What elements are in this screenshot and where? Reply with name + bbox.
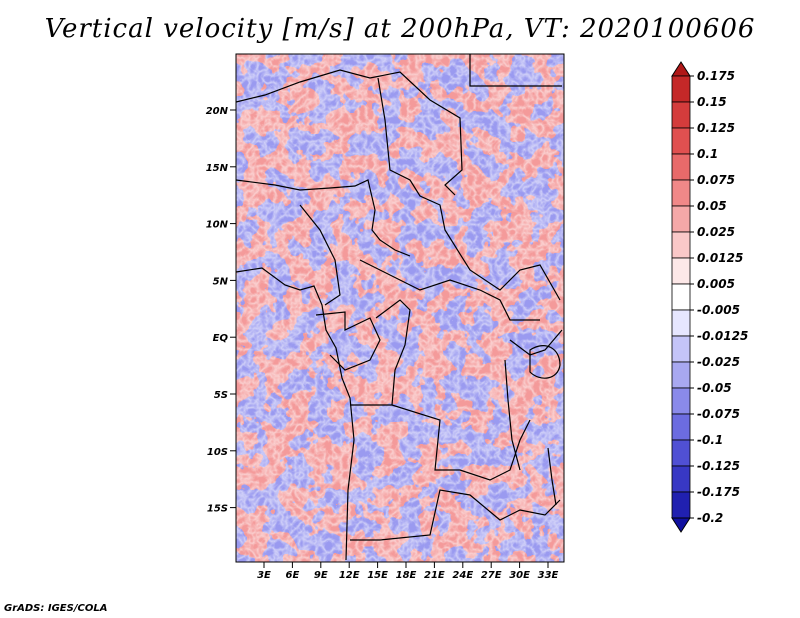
colorbar-label: 0.0125 bbox=[697, 251, 743, 265]
lat-label: 10S bbox=[207, 447, 228, 458]
colorbar-segment bbox=[671, 413, 691, 441]
colorbar-label: 0.005 bbox=[697, 277, 735, 291]
drc-west bbox=[375, 299, 411, 406]
chad-sudan bbox=[377, 77, 561, 301]
colorbar-segment bbox=[671, 387, 691, 415]
coastline-west bbox=[236, 267, 355, 561]
lon-label: 30E bbox=[509, 570, 530, 581]
chart-title: Vertical velocity [m/s] at 200hPa, VT: 2… bbox=[44, 14, 756, 44]
colorbar-label: 0.075 bbox=[697, 173, 735, 187]
lake-victoria bbox=[529, 345, 561, 379]
east-africa bbox=[509, 329, 563, 356]
colorbar-label: 0.125 bbox=[697, 121, 735, 135]
lon-label: 18E bbox=[396, 570, 417, 581]
lat-label: EQ bbox=[213, 333, 229, 344]
gabon-congo bbox=[315, 311, 381, 371]
lon-label: 21E bbox=[424, 570, 445, 581]
libya-border bbox=[469, 54, 562, 87]
colorbar-segment bbox=[671, 153, 691, 181]
colorbar-segment bbox=[671, 257, 691, 285]
lat-label: 20N bbox=[206, 106, 229, 117]
lon-label: 3E bbox=[257, 570, 271, 581]
plot-frame bbox=[235, 53, 565, 563]
latitude-axis: 20N 15N 10N 5N EQ 5S 10S 15S bbox=[206, 106, 236, 515]
colorbar-label: -0.175 bbox=[697, 485, 740, 499]
grads-credit: GrADS: IGES/COLA bbox=[4, 603, 108, 614]
colorbar-label: 0.1 bbox=[697, 147, 718, 161]
colorbar-segment bbox=[671, 335, 691, 363]
colorbar: 0.175 0.15 0.125 0.1 0.075 0.05 0.025 0.0125 0.0… bbox=[671, 61, 748, 533]
colorbar-label: 0.05 bbox=[697, 199, 727, 213]
car-border bbox=[359, 259, 540, 321]
drc-south bbox=[350, 404, 531, 481]
zambia-angola bbox=[350, 489, 561, 541]
colorbar-segment bbox=[671, 491, 691, 519]
velocity-field bbox=[236, 54, 564, 562]
lat-label: 10N bbox=[206, 220, 229, 231]
lake-malawi bbox=[547, 447, 557, 506]
colorbar-label: -0.05 bbox=[697, 381, 732, 395]
colorbar-segment bbox=[671, 309, 691, 337]
colorbar-label: -0.005 bbox=[697, 303, 740, 317]
lon-label: 33E bbox=[538, 570, 559, 581]
colorbar-segment bbox=[671, 439, 691, 467]
colorbar-label: -0.025 bbox=[697, 355, 740, 369]
colorbar-label: -0.075 bbox=[697, 407, 740, 421]
lat-label: 5S bbox=[214, 390, 228, 401]
longitude-axis: 3E 6E 9E 12E 15E 18E 21E 24E 27E 30E 33E bbox=[257, 562, 559, 581]
colorbar-segment bbox=[671, 75, 691, 103]
colorbar-bottom-arrow bbox=[671, 517, 691, 533]
colorbar-segment bbox=[671, 179, 691, 207]
lat-label: 5N bbox=[213, 276, 229, 287]
lon-label: 6E bbox=[286, 570, 300, 581]
colorbar-label: -0.0125 bbox=[697, 329, 748, 343]
boundaries bbox=[236, 54, 563, 561]
lon-label: 27E bbox=[481, 570, 502, 581]
colorbar-segment bbox=[671, 127, 691, 155]
sahara-border bbox=[236, 69, 463, 196]
lon-label: 9E bbox=[314, 570, 328, 581]
colorbar-label: 0.025 bbox=[697, 225, 735, 239]
colorbar-label: -0.2 bbox=[697, 511, 723, 525]
colorbar-label: 0.15 bbox=[697, 95, 727, 109]
lat-label: 15S bbox=[207, 504, 228, 515]
nigeria-cameroon bbox=[299, 204, 341, 306]
colorbar-segment bbox=[671, 283, 691, 311]
lake-tanganyika bbox=[504, 359, 521, 471]
niger-chad bbox=[236, 179, 411, 257]
colorbar-label: -0.125 bbox=[697, 459, 740, 473]
colorbar-top-arrow bbox=[671, 61, 691, 77]
colorbar-segment bbox=[671, 361, 691, 389]
colorbar-segment bbox=[671, 101, 691, 129]
colorbar-segment bbox=[671, 465, 691, 493]
lon-label: 24E bbox=[452, 570, 473, 581]
colorbar-label: -0.1 bbox=[697, 433, 723, 447]
colorbar-segment bbox=[671, 231, 691, 259]
lat-label: 15N bbox=[206, 163, 229, 174]
lon-label: 15E bbox=[367, 570, 388, 581]
colorbar-label: 0.175 bbox=[697, 69, 735, 83]
lon-label: 12E bbox=[339, 570, 360, 581]
colorbar-segment bbox=[671, 205, 691, 233]
